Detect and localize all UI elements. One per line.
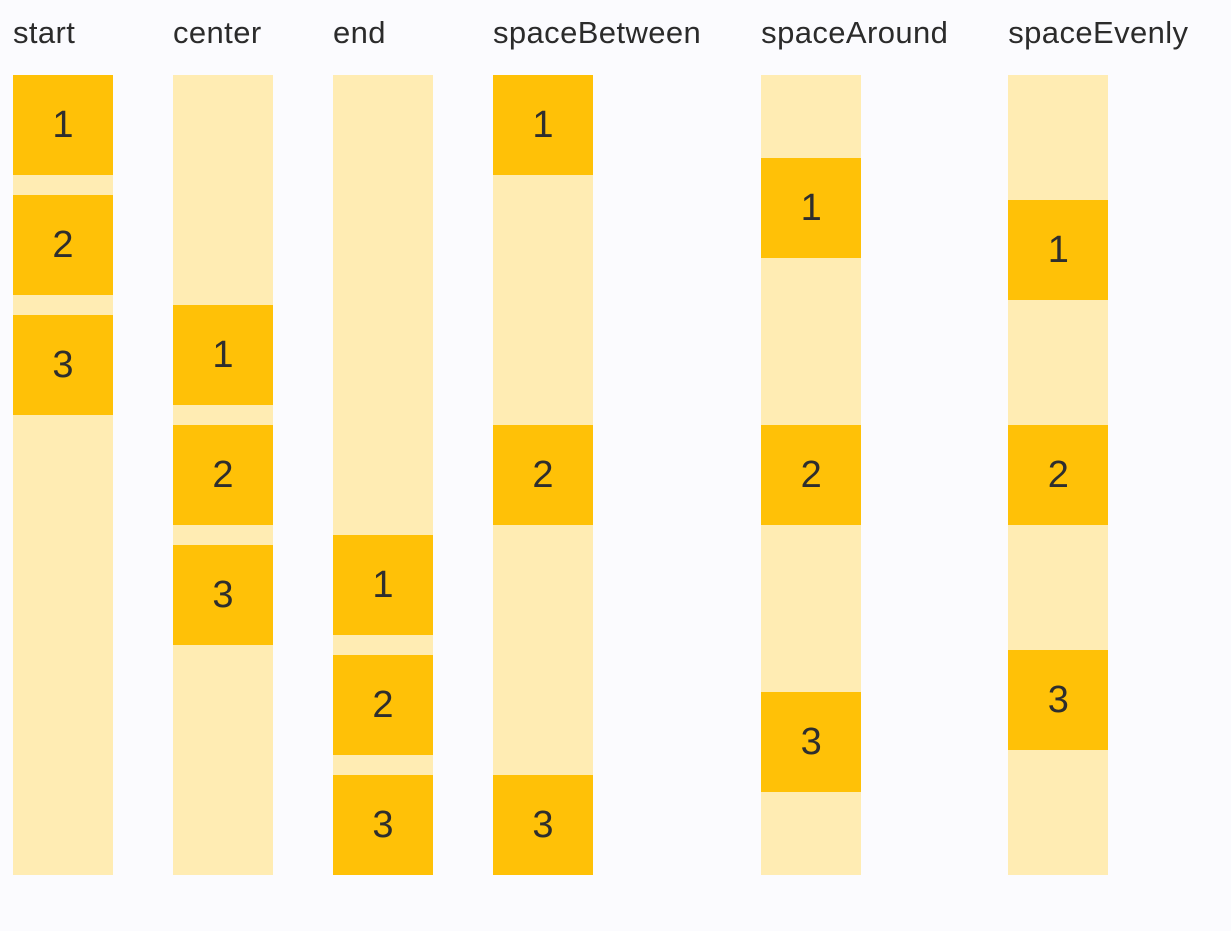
alignment-track: 1 2 3 bbox=[13, 75, 113, 875]
alignment-track: 1 2 3 bbox=[493, 75, 593, 875]
alignment-label-center: center bbox=[173, 15, 262, 50]
flex-item-box-2: 2 bbox=[493, 425, 593, 525]
alignment-column-start: start 1 2 3 bbox=[13, 14, 113, 875]
alignment-track: 1 2 3 bbox=[173, 75, 273, 875]
alignment-column-center: center 1 2 3 bbox=[173, 14, 273, 875]
flex-item-box-1: 1 bbox=[761, 158, 862, 259]
flex-item-box-3: 3 bbox=[1008, 650, 1109, 750]
flex-item-box-2: 2 bbox=[761, 424, 862, 525]
flex-item-box-3: 3 bbox=[13, 315, 113, 415]
flex-item-box-1: 1 bbox=[493, 75, 593, 175]
flex-item-box-3: 3 bbox=[173, 545, 273, 645]
flex-item-box-3: 3 bbox=[761, 691, 862, 792]
flex-item-box-2: 2 bbox=[333, 655, 433, 755]
alignment-column-spaceAround: spaceAround 1 2 3 bbox=[761, 14, 948, 875]
alignment-label-spaceBetween: spaceBetween bbox=[493, 15, 702, 50]
flex-item-box-3: 3 bbox=[333, 775, 433, 875]
alignment-track: 1 2 3 bbox=[761, 75, 862, 875]
flex-item-box-3: 3 bbox=[493, 775, 593, 875]
flex-item-box-2: 2 bbox=[1008, 425, 1109, 525]
alignment-label-start: start bbox=[13, 15, 76, 50]
flex-item-box-1: 1 bbox=[13, 75, 113, 175]
flex-item-box-2: 2 bbox=[173, 425, 273, 525]
alignment-label-end: end bbox=[333, 15, 386, 50]
alignment-label-spaceEvenly: spaceEvenly bbox=[1008, 15, 1189, 50]
alignment-track: 1 2 3 bbox=[1008, 75, 1109, 875]
flex-item-box-2: 2 bbox=[13, 195, 113, 295]
alignment-label-spaceAround: spaceAround bbox=[761, 15, 949, 50]
alignment-column-end: end 1 2 3 bbox=[333, 14, 433, 875]
flex-item-box-1: 1 bbox=[173, 305, 273, 405]
flex-item-box-1: 1 bbox=[333, 535, 433, 635]
alignment-column-spaceBetween: spaceBetween 1 2 3 bbox=[493, 14, 701, 875]
flex-item-box-1: 1 bbox=[1008, 200, 1109, 300]
alignment-column-spaceEvenly: spaceEvenly 1 2 3 bbox=[1008, 14, 1188, 875]
alignment-track: 1 2 3 bbox=[333, 75, 433, 875]
